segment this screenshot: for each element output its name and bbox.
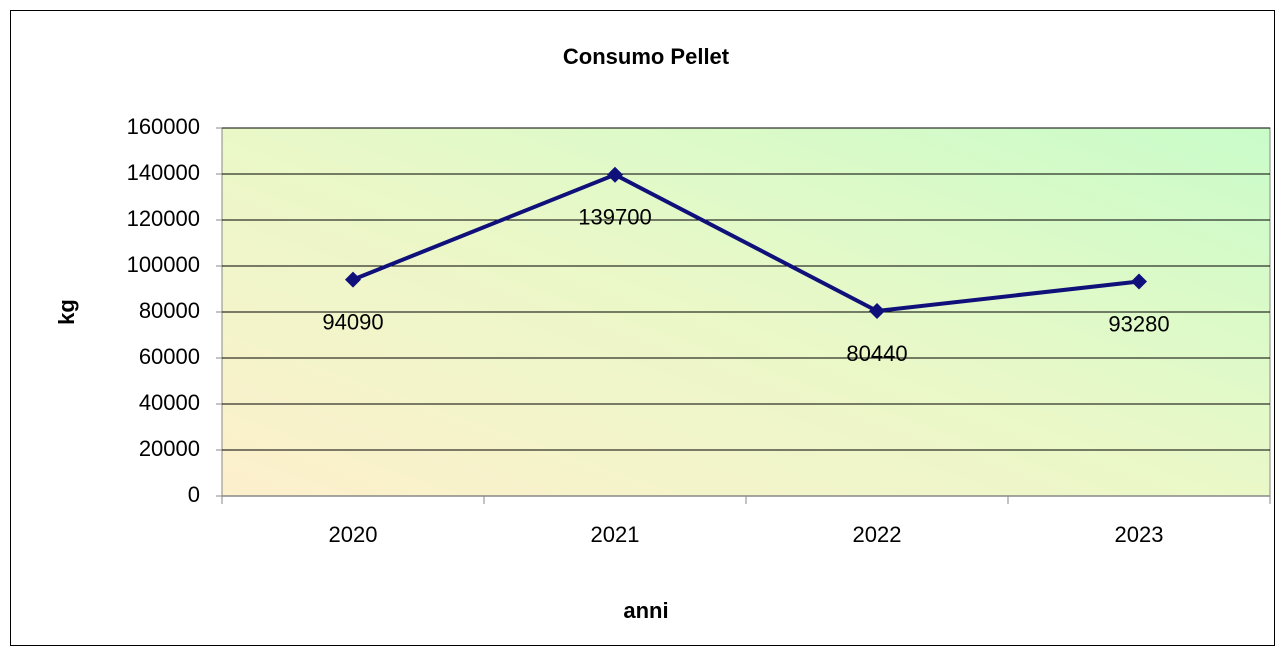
y-tick-label: 120000 <box>127 206 200 231</box>
data-label: 80440 <box>846 341 907 366</box>
data-label: 94090 <box>322 309 383 334</box>
y-tick-label: 0 <box>188 482 200 507</box>
y-tick-label: 100000 <box>127 252 200 277</box>
x-tick-label: 2023 <box>1115 522 1164 547</box>
chart-title: Consumo Pellet <box>563 44 730 69</box>
data-point <box>1131 273 1147 290</box>
x-tick-label: 2020 <box>329 522 378 547</box>
y-tick-label: 80000 <box>139 298 200 323</box>
y-tick-label: 40000 <box>139 390 200 415</box>
y-tick-label: 60000 <box>139 344 200 369</box>
y-tick-label: 160000 <box>127 114 200 139</box>
x-axis-label: anni <box>623 598 668 623</box>
data-label: 139700 <box>578 205 651 230</box>
data-line <box>352 172 1140 313</box>
y-tick-label: 140000 <box>127 160 200 185</box>
data-point <box>607 166 623 183</box>
y-tick-label: 20000 <box>139 436 200 461</box>
x-tick-label: 2021 <box>591 522 640 547</box>
x-tick-label: 2022 <box>853 522 902 547</box>
y-axis-label: kg <box>54 299 79 325</box>
data-point <box>869 302 885 319</box>
data-point <box>345 271 361 288</box>
data-label: 93280 <box>1108 311 1169 336</box>
